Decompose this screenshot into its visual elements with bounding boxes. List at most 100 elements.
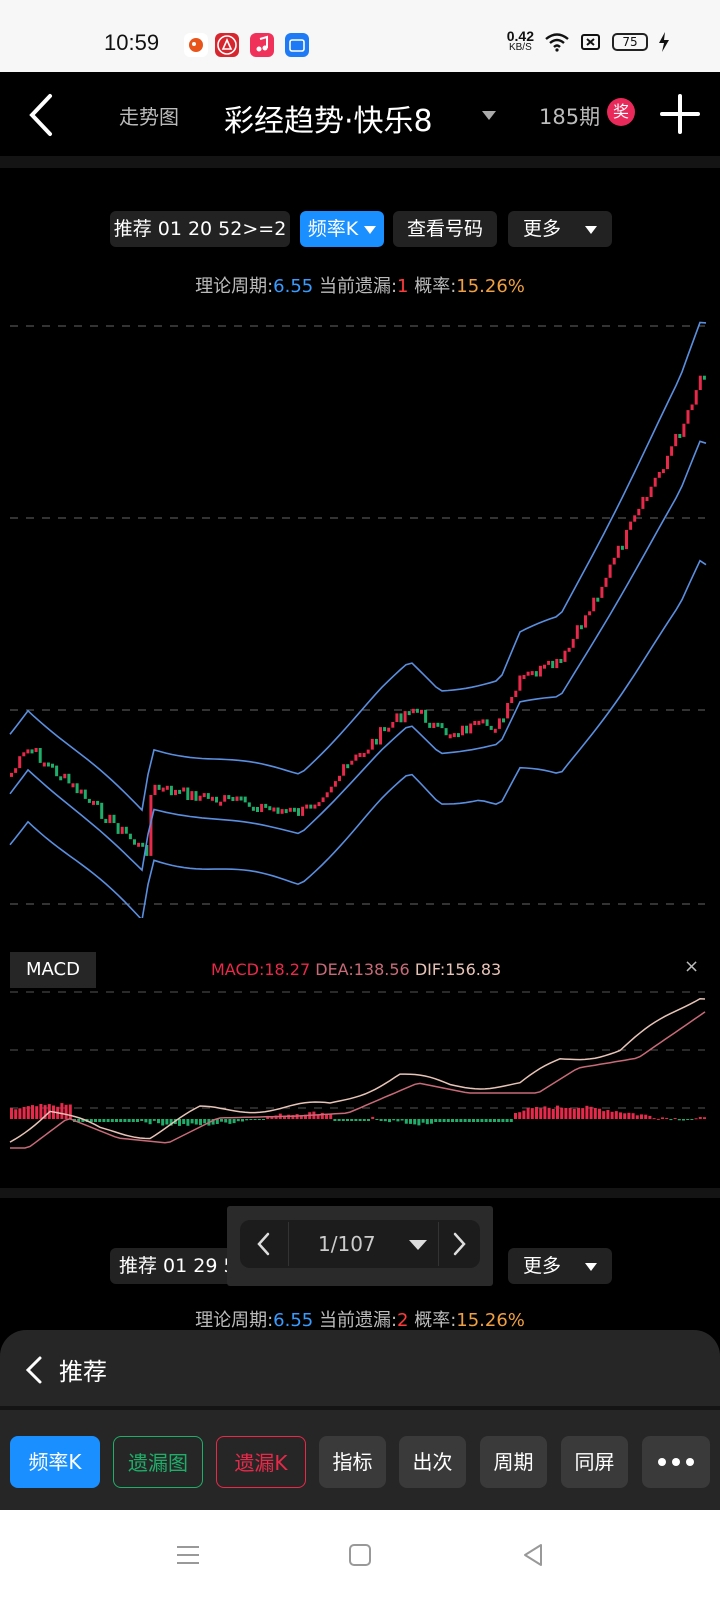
candle xyxy=(83,789,87,799)
title-dropdown-icon[interactable] xyxy=(482,111,496,120)
candle xyxy=(456,733,460,738)
macd-bar xyxy=(161,1119,165,1126)
macd-bar xyxy=(333,1119,337,1121)
candle xyxy=(317,802,321,807)
tab-indicator[interactable]: 指标 xyxy=(319,1436,386,1488)
candle xyxy=(633,515,637,522)
candle xyxy=(543,664,546,669)
candle xyxy=(538,665,542,677)
candle xyxy=(399,713,403,723)
candle xyxy=(473,721,477,725)
macd-bar xyxy=(186,1119,190,1126)
candle xyxy=(42,762,46,767)
tab-same-screen[interactable]: 同屏 xyxy=(561,1436,628,1488)
macd-bar xyxy=(430,1119,433,1124)
macd-bar xyxy=(144,1119,148,1123)
macd-indicator-label[interactable]: MACD xyxy=(10,952,96,988)
macd-bar xyxy=(228,1119,232,1124)
candles xyxy=(10,375,706,856)
more-dropdown[interactable]: 更多 xyxy=(508,211,612,247)
macd-bar xyxy=(35,1106,39,1119)
prev-page-icon[interactable] xyxy=(240,1220,288,1268)
candle xyxy=(510,697,514,703)
view-numbers-button[interactable]: 查看号码 xyxy=(393,211,497,247)
more-options-button[interactable] xyxy=(642,1436,710,1488)
page-title[interactable]: 彩经趋势·快乐8 xyxy=(224,104,433,139)
candle xyxy=(268,806,272,811)
candle xyxy=(59,776,63,781)
macd-bar xyxy=(560,1107,564,1119)
tab-freq-k[interactable]: 频率K xyxy=(10,1436,100,1488)
candle xyxy=(182,787,186,792)
candle xyxy=(145,845,149,856)
candle xyxy=(194,791,198,801)
menu-icon[interactable] xyxy=(173,1540,203,1570)
macd-bar xyxy=(123,1119,127,1122)
macd-bar xyxy=(148,1119,152,1125)
macd-bar xyxy=(627,1112,631,1119)
candle xyxy=(518,675,522,691)
tab-miss-k[interactable]: 遗漏K xyxy=(216,1436,306,1488)
candle xyxy=(34,748,38,752)
macd-bar xyxy=(320,1112,324,1119)
freq-k-dropdown[interactable]: 频率K xyxy=(300,211,384,247)
back-arrow-icon[interactable] xyxy=(26,92,66,138)
candle xyxy=(227,795,231,800)
tab-miss-chart[interactable]: 遗漏图 xyxy=(113,1436,203,1488)
macd-bar xyxy=(119,1119,123,1122)
candle xyxy=(219,801,223,806)
candle xyxy=(641,497,645,509)
macd-close-button[interactable]: × xyxy=(684,956,700,977)
home-icon[interactable] xyxy=(345,1540,375,1570)
recommend-chip[interactable]: 推荐 01 20 52>=2 xyxy=(110,211,290,247)
macd-bar xyxy=(102,1119,106,1122)
sheet-back-icon[interactable] xyxy=(22,1354,46,1386)
next-page-icon[interactable] xyxy=(438,1220,480,1268)
macd-bar xyxy=(484,1119,488,1122)
candle xyxy=(358,753,362,757)
bollinger-bands xyxy=(9,321,707,918)
candle xyxy=(276,807,280,814)
macd-bar xyxy=(543,1106,547,1119)
frequency-k-chart[interactable] xyxy=(0,318,720,918)
back-nav-icon[interactable] xyxy=(517,1540,547,1570)
candle xyxy=(38,748,42,763)
macd-bar xyxy=(367,1119,370,1121)
candle xyxy=(190,791,194,800)
candle xyxy=(477,720,481,725)
macd-bar xyxy=(665,1117,669,1119)
candle xyxy=(116,823,120,834)
macd-bar xyxy=(505,1119,509,1122)
divider xyxy=(438,1222,439,1266)
trend-chart-link[interactable]: 走势图 xyxy=(119,105,179,129)
macd-bar xyxy=(379,1119,383,1121)
macd-bar xyxy=(157,1119,160,1124)
candle xyxy=(280,809,284,814)
macd-bar xyxy=(480,1119,484,1122)
macd-bar xyxy=(89,1119,93,1122)
candle xyxy=(620,545,624,550)
tab-cycle[interactable]: 周期 xyxy=(480,1436,547,1488)
candle xyxy=(67,773,71,784)
issue-count-button[interactable]: 185期 xyxy=(539,105,601,129)
candle xyxy=(436,722,440,727)
candle xyxy=(514,690,518,697)
candle xyxy=(14,768,18,773)
candle xyxy=(698,375,702,390)
macd-bar xyxy=(316,1114,320,1119)
candle xyxy=(112,814,116,823)
page-indicator[interactable]: 1/107 xyxy=(318,1232,376,1256)
macd-bar xyxy=(593,1108,597,1119)
candle xyxy=(137,842,141,847)
macd-bar xyxy=(686,1119,690,1120)
add-icon[interactable] xyxy=(660,94,700,134)
page-dropdown-icon[interactable] xyxy=(409,1240,427,1250)
macd-bar xyxy=(602,1111,606,1119)
status-right: 0.42 KB/S 75 xyxy=(507,29,670,54)
macd-bar xyxy=(535,1107,538,1119)
more-dropdown-2[interactable]: 更多 xyxy=(508,1248,612,1284)
tab-occurrence[interactable]: 出次 xyxy=(399,1436,466,1488)
candle xyxy=(55,765,59,777)
macd-bar xyxy=(337,1119,341,1121)
prize-badge[interactable]: 奖 xyxy=(607,98,635,126)
